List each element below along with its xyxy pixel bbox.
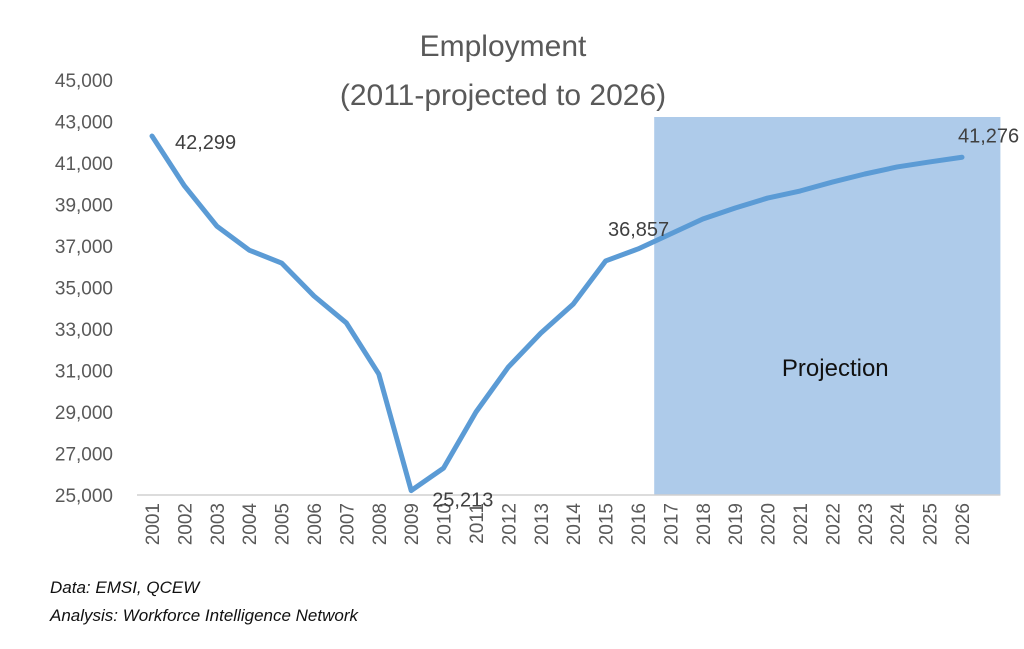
footer-source: Data: EMSI, QCEW [50,578,200,597]
x-tick-label: 2012 [499,503,520,545]
data-label: 36,857 [608,219,669,241]
x-tick-label: 2014 [564,503,585,546]
y-tick-label: 33,000 [55,320,113,341]
x-tick-label: 2005 [273,503,294,545]
y-tick-label: 41,000 [55,154,113,175]
x-tick-label: 2007 [337,503,358,545]
x-tick-label: 2011 [467,503,488,544]
y-tick-label: 29,000 [55,403,113,424]
y-tick-label: 37,000 [55,237,113,258]
x-tick-label: 2002 [175,503,196,545]
x-tick-label: 2017 [661,503,682,545]
y-tick-label: 45,000 [55,71,113,92]
projection-region [654,117,1001,495]
data-label: 41,276 [958,125,1019,147]
data-label: 25,213 [432,490,493,512]
x-tick-label: 2008 [370,503,391,545]
data-label: 42,299 [175,132,236,154]
x-tick-label: 2001 [143,503,164,545]
x-tick-label: 2009 [402,503,423,545]
footer-analysis: Analysis: Workforce Intelligence Network [50,606,359,625]
x-tick-label: 2022 [823,503,844,545]
y-tick-label: 31,000 [55,362,113,383]
y-tick-label: 35,000 [55,279,113,300]
x-tick-label: 2019 [726,503,747,545]
y-tick-label: 27,000 [55,445,113,466]
y-tick-label: 25,000 [55,486,113,507]
y-tick-label: 43,000 [55,113,113,134]
x-tick-label: 2004 [240,503,261,546]
x-tick-label: 2024 [888,503,909,546]
projection-label: Projection [782,355,889,382]
x-tick-label: 2026 [953,503,974,545]
x-tick-label: 2020 [759,503,780,545]
x-tick-label: 2010 [435,503,456,545]
x-tick-label: 2016 [629,503,650,545]
x-tick-label: 2003 [208,503,229,545]
x-tick-label: 2013 [532,503,553,545]
chart-title-line: (2011-projected to 2026) [340,79,666,112]
x-tick-label: 2006 [305,503,326,545]
chart-title-line: Employment [420,30,587,63]
x-tick-label: 2015 [597,503,618,545]
x-tick-label: 2018 [694,503,715,545]
x-tick-label: 2025 [921,503,942,545]
employment-line [149,133,965,494]
x-tick-label: 2021 [791,503,812,545]
x-tick-label: 2023 [856,503,877,545]
y-tick-label: 39,000 [55,196,113,217]
